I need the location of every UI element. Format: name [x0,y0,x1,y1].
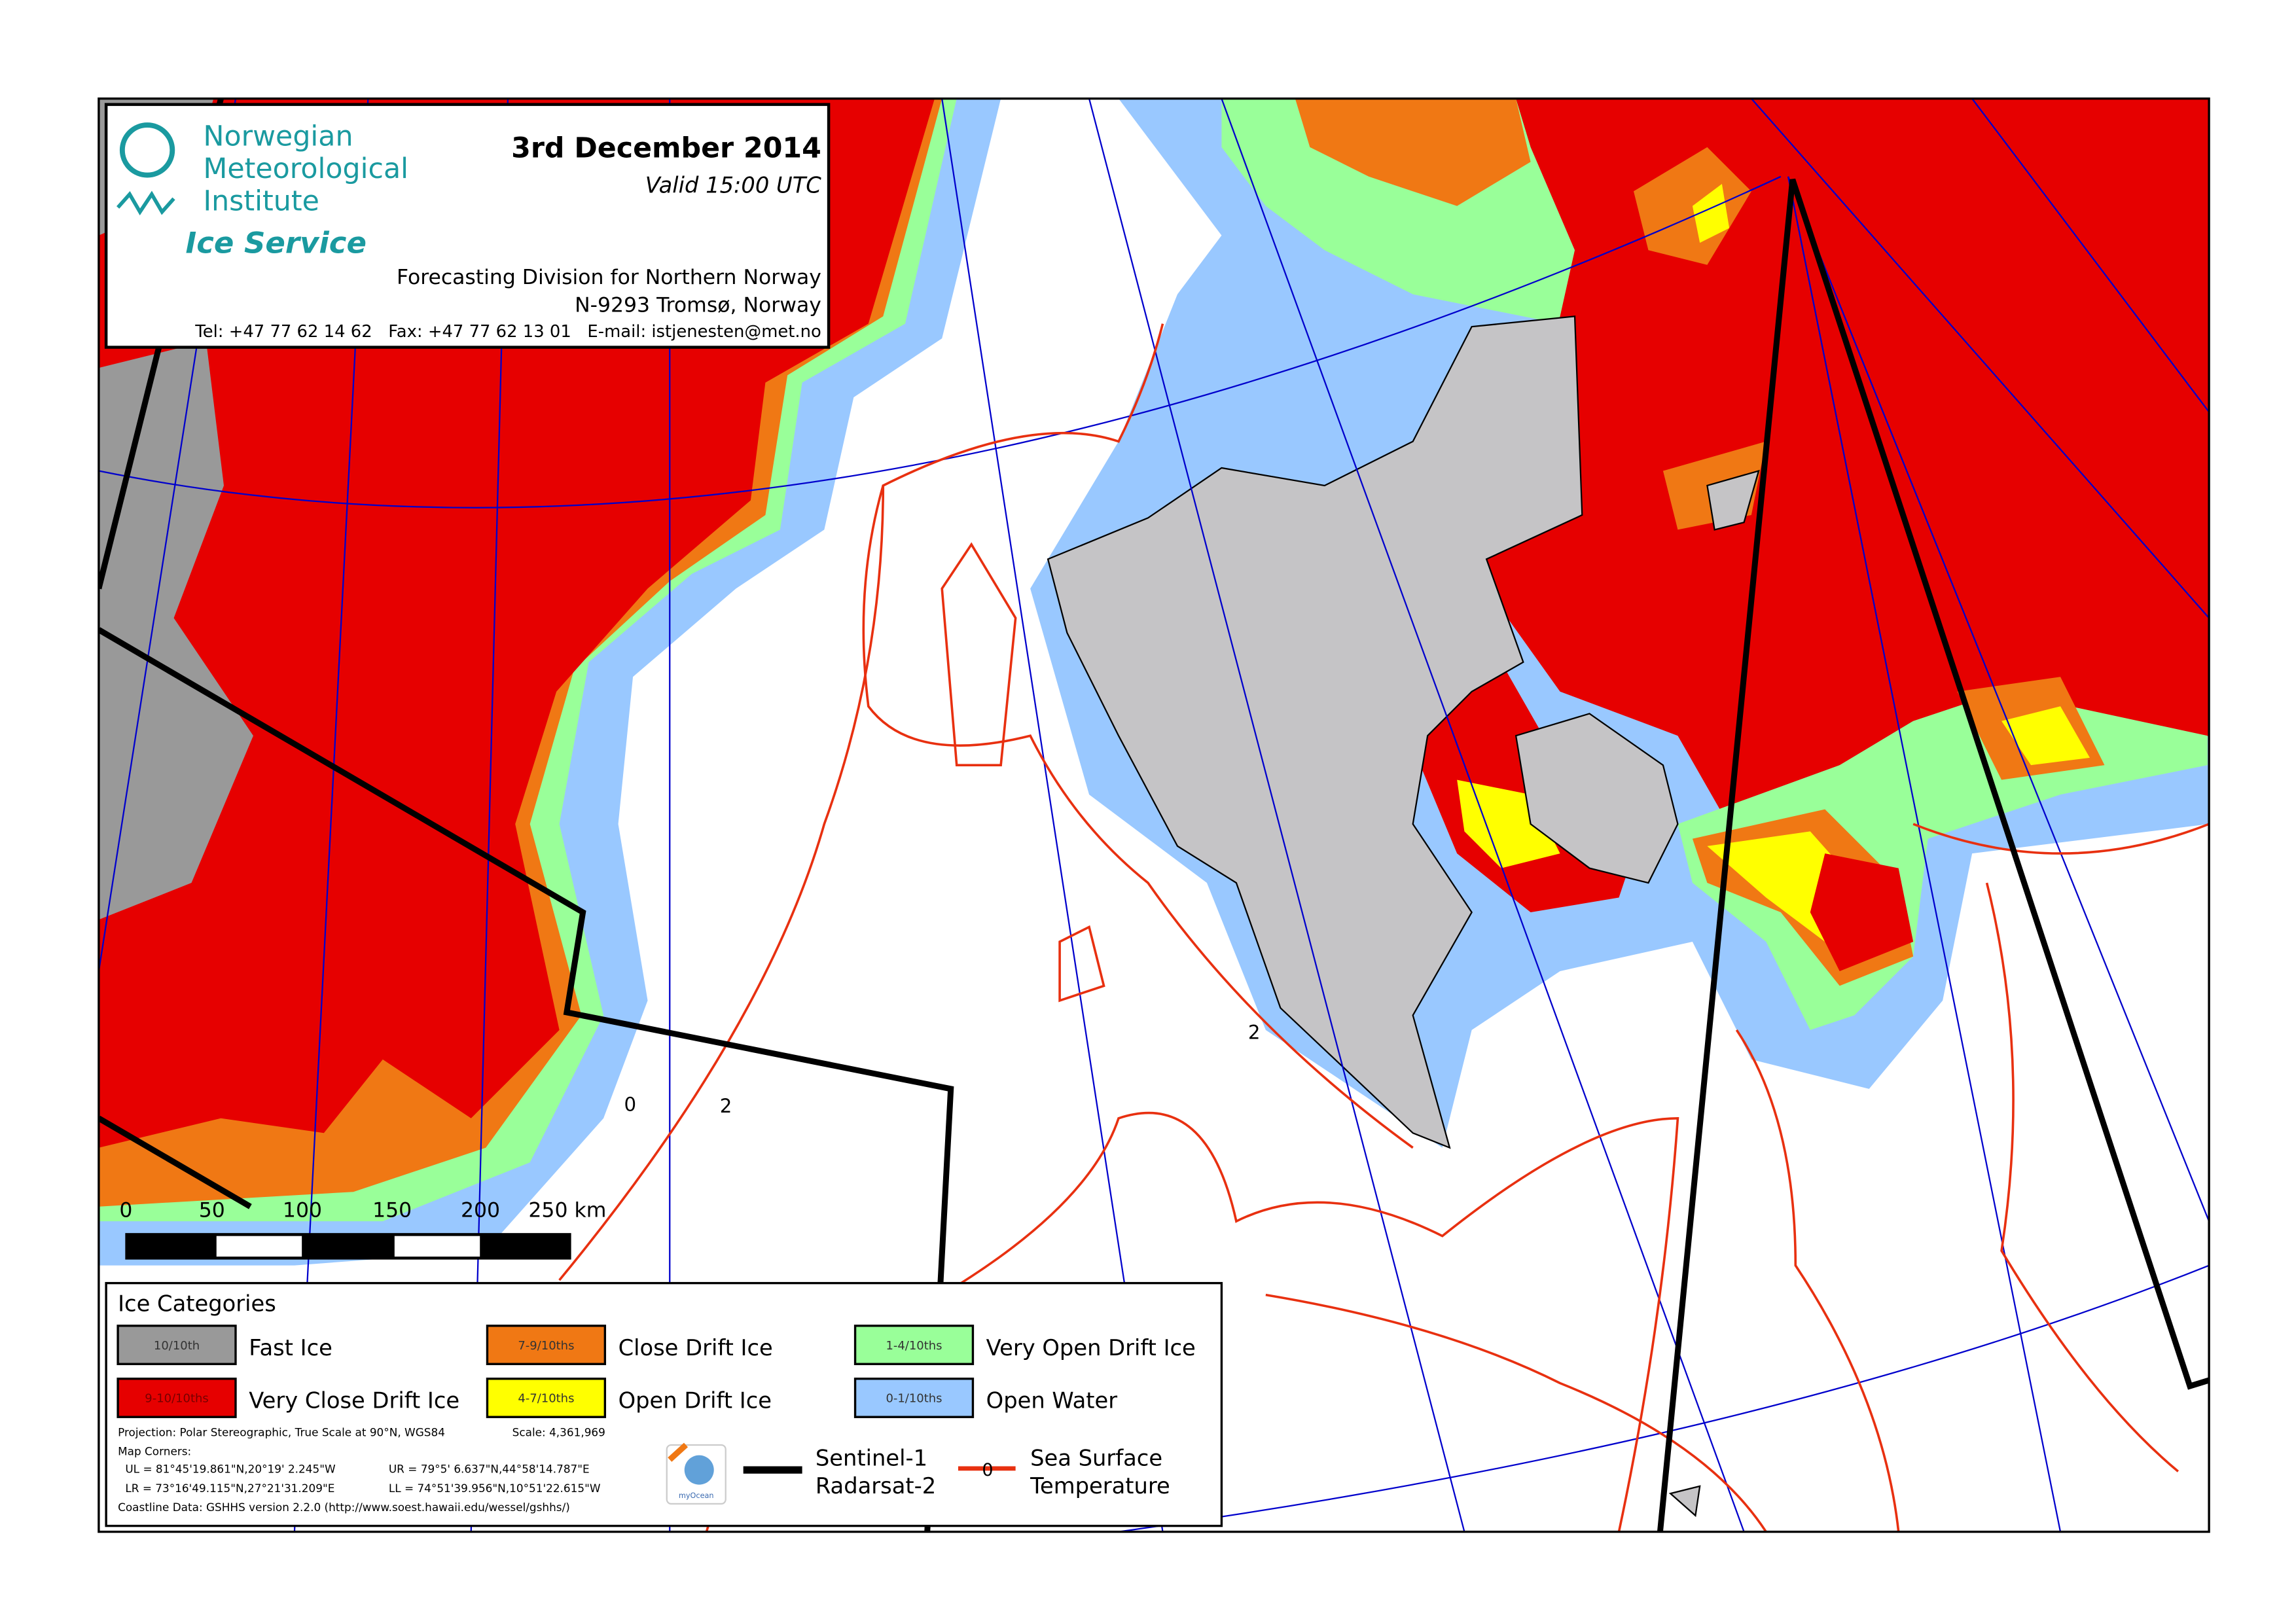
logo-text: myOcean [679,1491,714,1500]
open-drift-ice-southeast [1707,706,2090,942]
legend-code: 1-4/10ths [886,1339,942,1353]
legend-label: Close Drift Ice [619,1335,773,1361]
satellite-label-radarsat: Radarsat-2 [816,1473,936,1499]
fast-ice-svalbard [1047,315,1583,1149]
scale-tick: 100 [283,1198,322,1222]
legend-code: 4-7/10ths [518,1392,574,1406]
sst-symbol-label: 0 [982,1460,993,1480]
legend-label: Open Water [986,1388,1118,1414]
sst-label: 0 [624,1094,637,1116]
address: N-9293 Tromsø, Norway [575,294,821,317]
scale-tick: 150 [372,1198,412,1222]
sst-label-line1: Sea Surface [1030,1445,1162,1471]
legend-label: Very Close Drift Ice [249,1388,459,1414]
division: Forecasting Division for Northern Norway [397,266,821,289]
header-box: Norwegian Meteorological Institute Ice S… [104,103,831,349]
satellite-coverage [98,98,2210,1532]
fast-ice-edgeoya [1515,713,1679,884]
legend-title: Ice Categories [118,1291,276,1316]
legend-label: Fast Ice [249,1335,332,1361]
legend-code: 9-10/10ths [145,1392,209,1406]
sst-labels: 0 2 2 [624,1021,1261,1116]
fast-ice-greenland [98,341,253,920]
sst-label-line2: Temperature [1030,1473,1170,1499]
legend-code: 0-1/10ths [886,1392,942,1406]
satellite-label-sentinel: Sentinel-1 [816,1445,927,1471]
sst-label: 2 [720,1095,732,1117]
scale-info: Scale: 4,361,969 [512,1425,605,1438]
sst-label: 2 [1248,1021,1261,1043]
service-name: Ice Service [186,226,367,260]
scale-tick: 250 km [528,1198,606,1222]
scale-tick: 0 [119,1198,132,1222]
very-close-drift-ice-southeast [1810,853,1914,971]
very-close-drift-ice-west [98,98,935,1148]
sst-contours [558,323,2210,1532]
corner-lr: LR = 73°16'49.115"N,27°21'31.209"E [125,1482,334,1495]
contact-info: Tel: +47 77 62 14 62 Fax: +47 77 62 13 0… [194,322,821,342]
valid-time: Valid 15:00 UTC [645,173,822,198]
met-logo-circle-icon [119,122,175,178]
org-name-line3: Institute [204,185,319,218]
met-logo-wave-icon [117,190,175,216]
coastline-info: Coastline Data: GSHHS version 2.2.0 (htt… [118,1501,570,1514]
legend-item-open-drift-ice: 4-7/10ths Open Drift Ice [486,1378,772,1418]
org-name-line1: Norwegian [204,120,353,153]
scale-tick: 50 [199,1198,225,1222]
scale-bar: 0 50 100 150 200 250 km [119,1198,606,1260]
legend-code: 7-9/10ths [518,1339,574,1353]
legend-box: Ice Categories 10/10th Fast Ice 7-9/10th… [105,1281,1223,1527]
open-drift-ice-east-patch [1692,184,1730,243]
map-frame [98,97,2210,1533]
corner-ul: UL = 81°45'19.861"N,20°19' 2.245"W [125,1463,336,1476]
fast-ice-kvitoya [1668,469,1760,1518]
legend-label: Open Drift Ice [619,1388,772,1414]
corner-ur: UR = 79°5' 6.637"N,44°58'14.787"E [389,1463,590,1476]
myocean-logo: myOcean [666,1442,726,1505]
legend-label: Very Open Drift Ice [986,1335,1196,1361]
corner-ll: LL = 74°51'39.956"N,10°51'22.615"W [389,1482,601,1495]
legend-code: 10/10th [154,1339,200,1353]
close-drift-ice-north [1295,98,1531,206]
close-drift-ice-east-patch [1633,147,1767,530]
projection-info: Projection: Polar Stereographic, True Sc… [118,1425,445,1438]
legend-item-close-drift-ice: 7-9/10ths Close Drift Ice [486,1325,773,1365]
org-name-line2: Meteorological [204,152,408,185]
legend-item-open-water: 0-1/10ths Open Water [853,1378,1118,1418]
very-close-drift-ice-east [1471,98,2210,839]
map-corners-title: Map Corners: [118,1445,191,1458]
chart-date: 3rd December 2014 [511,132,821,165]
scale-tick: 200 [461,1198,500,1222]
map-area: 0 2 2 [98,98,2210,1532]
legend-item-very-close-drift-ice: 9-10/10ths Very Close Drift Ice [117,1378,459,1418]
legend-item-fast-ice: 10/10th Fast Ice [117,1325,332,1365]
legend-item-very-open-drift-ice: 1-4/10ths Very Open Drift Ice [853,1325,1196,1365]
